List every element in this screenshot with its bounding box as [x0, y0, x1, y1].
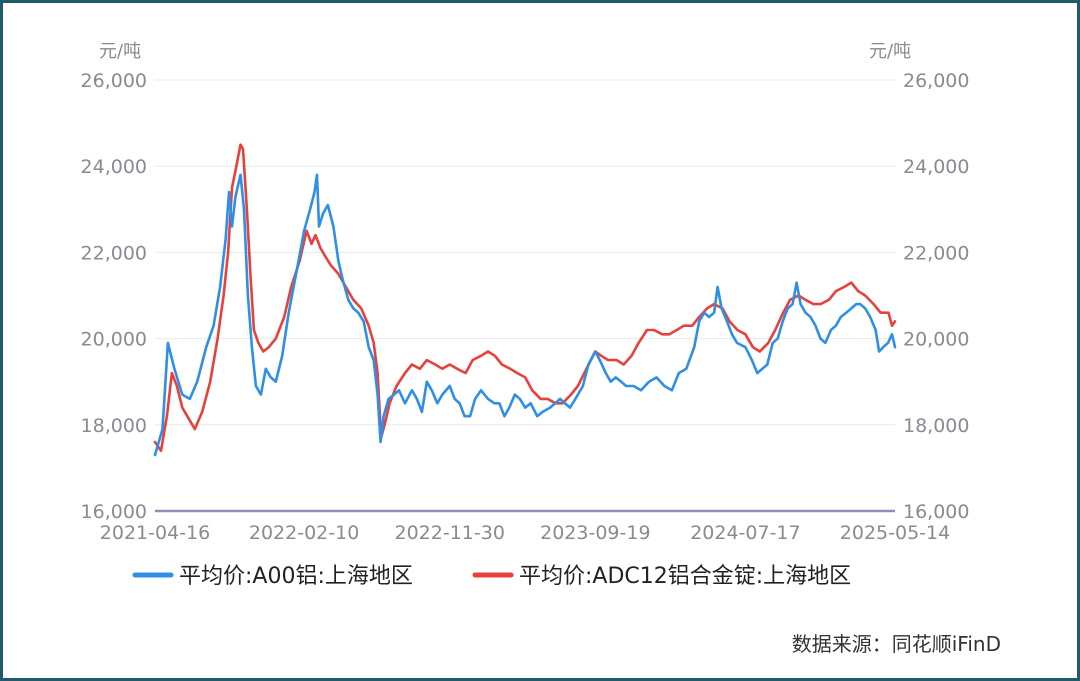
- y-tick-label-right: 20,000: [903, 329, 969, 351]
- x-tick-label: 2022-11-30: [394, 522, 504, 544]
- y-tick-label-right: 16,000: [903, 501, 969, 523]
- series-line-adc12-alloy: [153, 143, 897, 452]
- data-source-note: 数据来源：同花顺iFinD: [792, 632, 1001, 656]
- y-tick-label-right: 18,000: [903, 415, 969, 437]
- x-axis: 2021-04-16 2022-02-10 2022-11-30 2023-09-19…: [100, 522, 950, 544]
- grid-lines: [155, 79, 895, 513]
- y-axis-unit-left: 元/吨: [99, 41, 141, 62]
- y-tick-label-right: 26,000: [903, 70, 969, 92]
- y-tick-label-left: 24,000: [81, 156, 147, 178]
- y-tick-label-right: 22,000: [903, 242, 969, 264]
- y-tick-label-left: 16,000: [81, 501, 147, 523]
- y-tick-label-right: 24,000: [903, 156, 969, 178]
- price-line-chart: 16,000 18,000 20,000 22,000 24,000 26,000 16,…: [81, 41, 1001, 656]
- series-lines: [153, 143, 897, 457]
- x-tick-label: 2023-09-19: [540, 522, 650, 544]
- y-axis-unit-right: 元/吨: [869, 41, 911, 62]
- y-tick-label-left: 26,000: [81, 70, 147, 92]
- x-tick-label: 2022-02-10: [249, 522, 359, 544]
- legend: 平均价:A00铝:上海地区 平均价:ADC12铝合金锭:上海地区: [132, 564, 851, 589]
- y-tick-label-left: 20,000: [81, 329, 147, 351]
- x-tick-label: 2025-05-14: [840, 522, 950, 544]
- x-tick-label: 2024-07-17: [690, 522, 800, 544]
- legend-label-a00: 平均价:A00铝:上海地区: [179, 564, 413, 589]
- y-axis-right: 16,000 18,000 20,000 22,000 24,000 26,000: [903, 70, 969, 523]
- legend-label-adc12: 平均价:ADC12铝合金锭:上海地区: [519, 564, 851, 589]
- x-tick-label: 2021-04-16: [100, 522, 210, 544]
- y-tick-label-left: 22,000: [81, 242, 147, 264]
- y-tick-label-left: 18,000: [81, 415, 147, 437]
- series-line-a00-aluminium: [153, 173, 897, 457]
- y-axis-left: 16,000 18,000 20,000 22,000 24,000 26,000: [81, 70, 147, 523]
